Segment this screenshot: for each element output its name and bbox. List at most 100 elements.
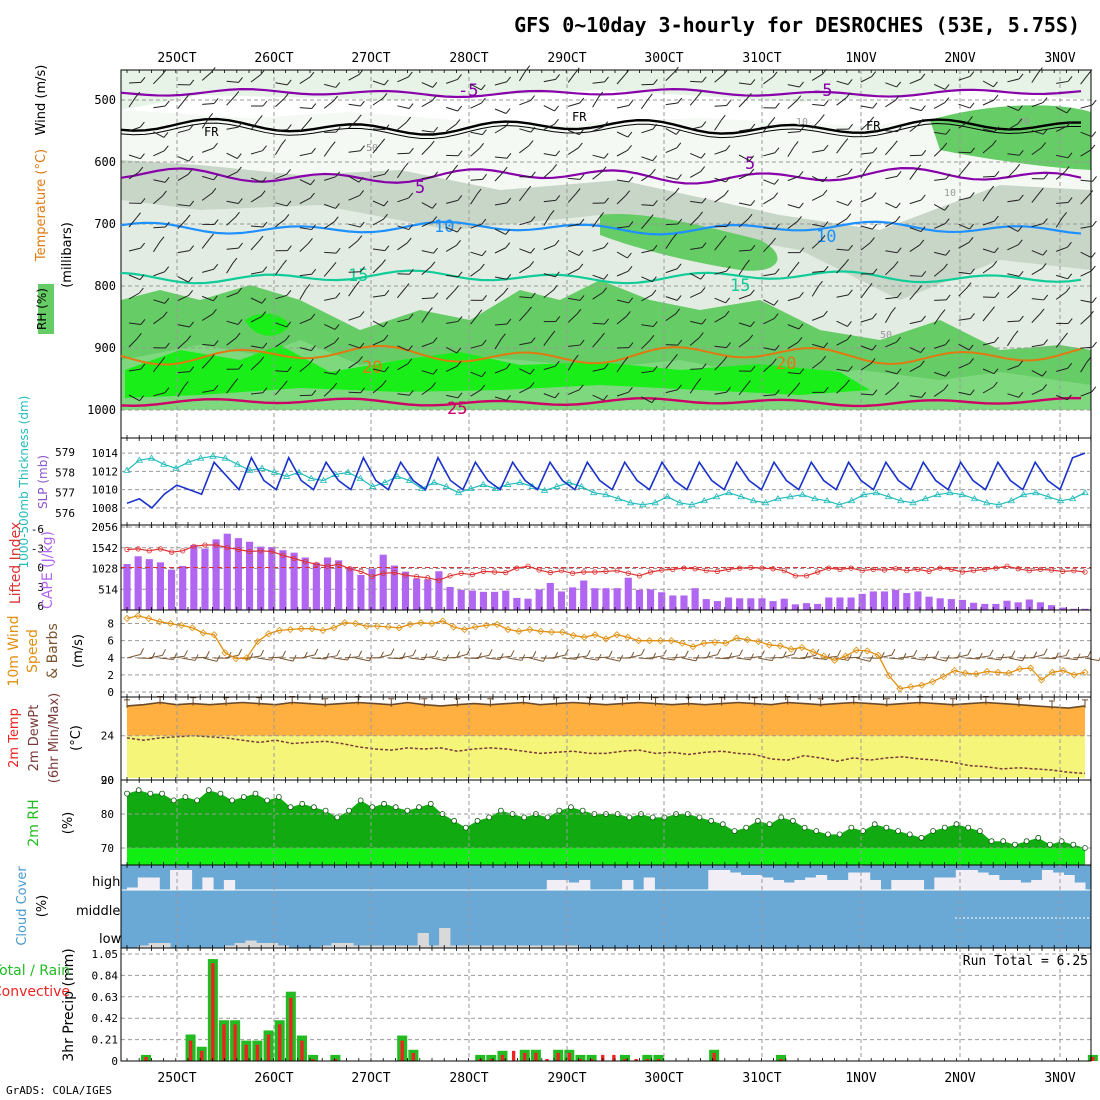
upper-wind-barb — [787, 221, 798, 230]
wind10m-tick-label: 0 — [107, 686, 114, 699]
wind10m-barb — [486, 657, 501, 660]
upper-wind-barb — [470, 344, 483, 349]
cape-bar — [802, 603, 811, 610]
upper-wind-barb-flag — [726, 221, 731, 227]
upper-wind-barb — [519, 100, 531, 106]
cloud-high-clear — [643, 877, 655, 890]
upper-wind-barb-flag — [381, 379, 387, 386]
contour-plus5 — [120, 167, 1082, 185]
cloud-high-clear — [180, 870, 193, 890]
upper-wind-barb — [348, 343, 361, 349]
upper-wind-barb — [1007, 365, 1019, 371]
upper-wind-barb-flag — [720, 114, 726, 121]
cloud-ylabel: Cloud Cover — [15, 866, 30, 946]
wind10m-marker — [232, 655, 240, 663]
cape-bar — [390, 565, 398, 610]
cloud-low-bar — [342, 943, 354, 948]
wind10m-marker — [885, 672, 893, 680]
li-marker — [826, 565, 832, 571]
cape-bar — [1070, 608, 1078, 610]
upper-wind-barb-flag — [993, 381, 998, 388]
upper-wind-barb-flag — [823, 144, 829, 151]
upper-wind-barb — [494, 171, 504, 182]
upper-wind-barb-flag — [457, 316, 463, 322]
upper-wind-barb-flag — [1039, 308, 1045, 315]
upper-wind-barb — [1080, 315, 1090, 325]
li-line — [126, 544, 1086, 581]
temp2m-ylabel-1: 2m Temp — [7, 708, 22, 768]
li-tick-label: -6 — [31, 523, 44, 536]
upper-wind-barb — [568, 223, 581, 227]
upper-wind-barb-flag — [994, 247, 999, 254]
upper-wind-barb — [811, 119, 821, 129]
upper-wind-barb — [372, 294, 385, 298]
upper-wind-barb-flag — [1043, 339, 1049, 345]
cape-bar — [424, 579, 432, 610]
upper-wind-barb — [421, 221, 433, 228]
wind10m-marker — [428, 619, 436, 628]
top-date-label: 25OCT — [157, 51, 196, 66]
wind10m-marker — [177, 621, 185, 629]
upper-wind-barb-flag — [454, 285, 459, 292]
upper-wind-barb-flag — [308, 238, 313, 244]
upper-wind-barb-flag — [823, 265, 829, 272]
upper-wind-barb — [421, 100, 433, 108]
upper-wind-barb — [421, 130, 434, 133]
upper-wind-barb — [885, 370, 898, 375]
upper-wind-barb — [909, 227, 922, 233]
rh-contour-label: 50 — [880, 330, 892, 341]
upper-wind-barb — [690, 247, 703, 250]
li-marker — [792, 573, 798, 579]
cape-bar — [836, 597, 844, 610]
thickness-marker — [675, 499, 684, 506]
upper-wind-barb-flag — [798, 202, 804, 209]
cloud-high-clear — [902, 880, 914, 890]
upper-wind-barb-flag — [725, 265, 731, 272]
cape-bar — [1059, 607, 1067, 610]
thickness-marker — [823, 497, 831, 504]
upper-wind-barb-flag — [822, 68, 827, 75]
upper-wind-barb-flag — [380, 138, 386, 145]
wind10m-barb — [823, 655, 838, 659]
upper-wind-barb-flag — [994, 292, 1000, 298]
li-marker — [202, 542, 208, 548]
upper-wind-barb — [153, 74, 163, 85]
upper-wind-barb-flag — [723, 69, 729, 75]
upper-wind-barb — [958, 362, 970, 369]
upper-wind-barb-flag — [334, 337, 340, 344]
cape-bar — [1048, 605, 1056, 610]
upper-wind-barb — [445, 290, 455, 300]
upper-wind-barb-flag — [286, 321, 292, 328]
cape-bar — [814, 603, 822, 610]
upper-wind-barb — [421, 145, 431, 155]
precip-frame — [120, 947, 1092, 1062]
upper-ylabel-wind: Wind (m/s) — [34, 65, 49, 136]
wind10m-barb-flag — [989, 649, 994, 657]
upper-wind-barb — [470, 102, 482, 109]
upper-wind-barb-flag — [1042, 384, 1048, 390]
upper-wind-barb — [714, 119, 722, 131]
upper-wind-barb-flag — [847, 321, 852, 327]
li-marker — [414, 573, 420, 580]
upper-wind-barb-flag — [433, 171, 439, 178]
upper-wind-barb — [275, 219, 286, 228]
upper-wind-barb — [226, 292, 238, 298]
upper-wind-barb-flag — [1018, 73, 1024, 80]
upper-wind-barb — [909, 395, 922, 398]
upper-wind-barb-flag — [135, 91, 141, 98]
dewpoint-line — [126, 734, 1086, 775]
upper-wind-barb — [787, 175, 800, 182]
upper-wind-barb-flag — [724, 310, 730, 317]
upper-wind-barb — [446, 106, 458, 112]
upper-wind-barb-flag — [1016, 284, 1021, 291]
wind10m-marker — [537, 627, 545, 635]
li-marker — [224, 545, 230, 551]
li-marker — [558, 568, 565, 574]
wind10m-marker — [950, 667, 958, 675]
cape-bar — [167, 569, 176, 610]
upper-wind-barb — [787, 296, 800, 302]
upper-wind-barb — [763, 227, 776, 230]
upper-wind-barb — [1055, 106, 1068, 114]
upper-wind-barb-flag — [672, 233, 677, 240]
upper-wind-barb-flag — [210, 67, 216, 73]
